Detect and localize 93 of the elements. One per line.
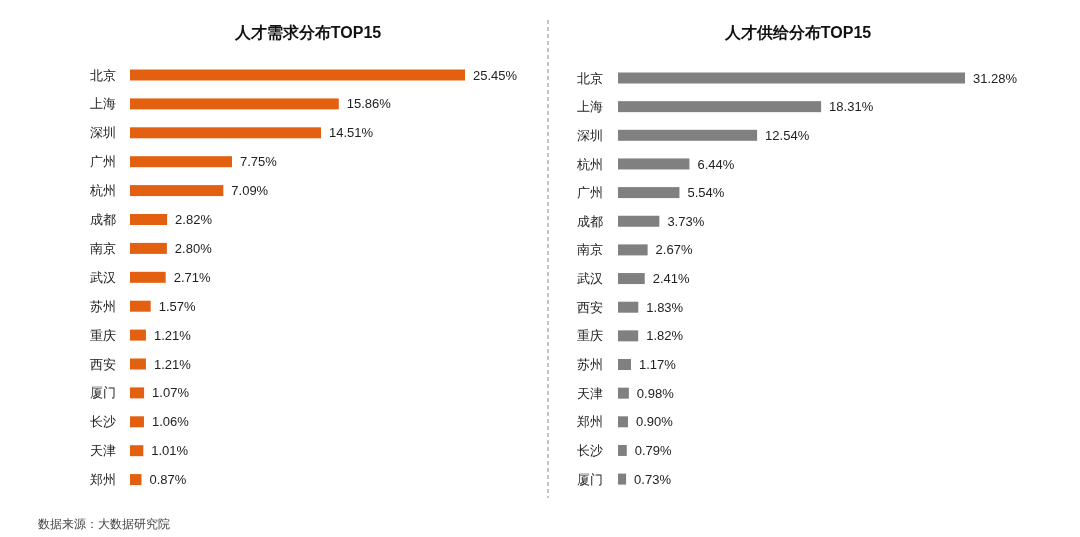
bar: [130, 416, 144, 428]
data-label: 5.54%: [687, 185, 725, 201]
data-label: 2.67%: [655, 242, 693, 258]
bar: [618, 101, 822, 113]
data-label: 2.80%: [174, 240, 213, 256]
y-tick-label: 北京: [577, 70, 603, 86]
bar: [130, 185, 224, 197]
y-tick-label: 郑州: [90, 472, 116, 488]
data-label: 0.79%: [634, 443, 673, 458]
y-tick-label: 广州: [90, 154, 116, 170]
data-label: 14.51%: [329, 125, 374, 141]
data-label: 7.09%: [231, 183, 269, 199]
y-tick-label: 重庆: [577, 328, 603, 344]
bar: [130, 242, 167, 254]
y-tick-label: 长沙: [90, 414, 116, 430]
bar: [618, 187, 680, 199]
y-tick-label: 郑州: [577, 414, 603, 430]
data-label: 0.73%: [634, 471, 672, 487]
bar: [618, 359, 631, 370]
data-label: 1.21%: [153, 327, 192, 343]
data-label: 2.71%: [173, 269, 211, 285]
data-label: 7.75%: [240, 154, 278, 170]
y-tick-label: 重庆: [90, 327, 116, 343]
y-tick-label: 成都: [577, 213, 603, 229]
bar: [618, 416, 628, 428]
y-tick-label: 西安: [577, 299, 603, 315]
data-label: 1.17%: [638, 357, 677, 373]
bar: [130, 300, 151, 312]
y-tick-label: 天津: [90, 443, 116, 459]
y-tick-label: 武汉: [577, 271, 603, 287]
y-tick-label: 武汉: [90, 269, 116, 285]
bar: [618, 158, 690, 170]
data-label: 12.54%: [765, 127, 810, 143]
bar: [618, 473, 627, 485]
data-label: 1.57%: [158, 298, 196, 314]
bar: [130, 387, 145, 399]
data-label: 6.44%: [697, 156, 735, 172]
bar: [618, 273, 645, 285]
bar: [130, 358, 146, 370]
y-tick-label: 深圳: [90, 125, 116, 141]
y-tick-label: 广州: [577, 185, 603, 201]
y-tick-label: 北京: [90, 67, 116, 83]
data-label: 1.07%: [152, 385, 190, 401]
bar: [618, 387, 629, 399]
bar: [618, 330, 639, 342]
data-label: 18.31%: [829, 99, 874, 115]
bar: [130, 445, 144, 457]
y-tick-label: 西安: [90, 356, 116, 372]
data-label: 31.28%: [973, 70, 1018, 86]
data-label: 1.21%: [153, 356, 192, 372]
bar: [618, 444, 627, 456]
bar: [130, 474, 142, 486]
y-tick-label: 厦门: [90, 385, 116, 401]
y-tick-label: 天津: [577, 385, 603, 401]
y-tick-label: 成都: [90, 212, 116, 228]
bar: [130, 271, 166, 283]
y-tick-label: 上海: [577, 99, 603, 115]
y-tick-label: 南京: [577, 242, 603, 258]
data-label: 0.98%: [636, 385, 675, 401]
bar: [130, 98, 339, 110]
data-label: 1.82%: [646, 328, 684, 344]
chart-title: 人才供给分布TOP15: [723, 24, 872, 41]
chart-title: 人才需求分布TOP15: [233, 24, 382, 41]
source-note: 数据来源：大数据研究院: [38, 517, 170, 531]
data-label: 15.86%: [346, 96, 392, 112]
data-label: 1.83%: [646, 299, 684, 315]
y-tick-label: 苏州: [577, 357, 603, 373]
y-tick-label: 厦门: [577, 471, 603, 487]
bar: [130, 329, 146, 341]
y-tick-label: 上海: [90, 96, 116, 112]
y-tick-label: 长沙: [577, 443, 603, 458]
y-tick-label: 杭州: [89, 183, 116, 199]
data-label: 2.41%: [652, 271, 691, 287]
bar: [130, 127, 321, 139]
data-label: 2.82%: [175, 212, 213, 228]
bar: [130, 156, 233, 168]
data-label: 3.73%: [667, 213, 705, 229]
data-label: 1.06%: [151, 414, 190, 430]
data-label: 0.90%: [635, 414, 674, 430]
y-tick-label: 苏州: [90, 298, 116, 314]
data-label: 0.87%: [149, 472, 187, 488]
bar: [618, 215, 660, 227]
bar: [130, 69, 465, 81]
y-tick-label: 杭州: [576, 156, 603, 172]
y-tick-label: 南京: [90, 240, 116, 256]
bar: [618, 72, 965, 84]
bar: [130, 214, 168, 225]
data-label: 1.01%: [151, 443, 189, 459]
bar: [618, 244, 648, 256]
bar: [618, 301, 639, 313]
y-tick-label: 深圳: [577, 127, 603, 143]
bar: [618, 129, 758, 141]
data-label: 25.45%: [473, 67, 518, 83]
